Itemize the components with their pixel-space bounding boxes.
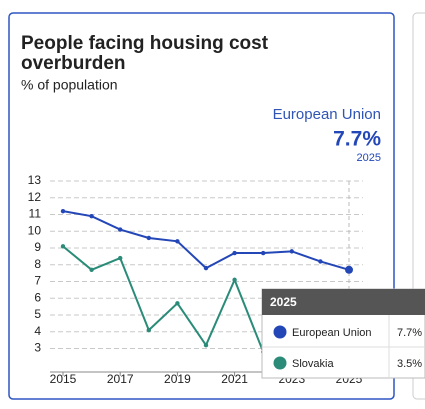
tooltip-swatch bbox=[273, 356, 287, 370]
x-tick-label: 2015 bbox=[50, 372, 77, 386]
tooltip-series: Slovakia bbox=[292, 358, 334, 370]
chart-subtitle: % of population bbox=[21, 77, 118, 93]
point[interactable] bbox=[175, 239, 180, 244]
tooltip-header bbox=[262, 289, 425, 315]
tooltip-series: European Union bbox=[292, 327, 372, 339]
tooltip: 2025 European Union 7.7% Slovakia 3.5% bbox=[261, 288, 425, 379]
x-tick-label: 2021 bbox=[221, 372, 248, 386]
y-tick-label: 3 bbox=[34, 341, 41, 355]
point[interactable] bbox=[118, 227, 123, 232]
point[interactable] bbox=[60, 208, 66, 214]
y-tick-label: 8 bbox=[34, 257, 41, 271]
point[interactable] bbox=[203, 342, 209, 348]
point[interactable] bbox=[60, 244, 66, 249]
y-tick-label: 9 bbox=[34, 240, 41, 254]
point[interactable] bbox=[146, 327, 151, 333]
headline-value: 7.7% bbox=[333, 128, 381, 151]
tooltip-title: 2025 bbox=[270, 295, 297, 309]
y-tick-label: 6 bbox=[34, 290, 41, 304]
tooltip-value: 3.5% bbox=[397, 358, 422, 370]
headline-year: 2025 bbox=[357, 152, 381, 164]
point[interactable] bbox=[203, 265, 209, 271]
point[interactable] bbox=[261, 250, 266, 256]
tooltip-swatch bbox=[273, 325, 287, 339]
point[interactable] bbox=[118, 255, 123, 261]
y-tick-label: 13 bbox=[28, 173, 42, 187]
x-tick-label: 2019 bbox=[164, 372, 191, 386]
chart-title: People facing housing cost overburden bbox=[21, 33, 269, 74]
headline-name: European Union bbox=[273, 106, 381, 123]
y-tick-label: 11 bbox=[29, 207, 42, 221]
x-tick-label: 2017 bbox=[107, 372, 134, 386]
point[interactable] bbox=[146, 235, 151, 241]
y-tick-label: 5 bbox=[34, 307, 41, 321]
tooltip-value: 7.7% bbox=[397, 327, 422, 339]
point[interactable] bbox=[318, 259, 323, 264]
point[interactable] bbox=[289, 249, 294, 254]
point[interactable] bbox=[232, 277, 237, 283]
point[interactable] bbox=[232, 250, 237, 256]
y-tick-label: 4 bbox=[34, 324, 41, 338]
point[interactable] bbox=[175, 301, 180, 306]
y-tick-label: 10 bbox=[28, 223, 42, 237]
y-tick-label: 7 bbox=[34, 274, 41, 288]
y-tick-label: 12 bbox=[28, 190, 42, 204]
point[interactable] bbox=[89, 267, 94, 272]
point[interactable] bbox=[89, 213, 94, 219]
point[interactable] bbox=[345, 265, 353, 274]
